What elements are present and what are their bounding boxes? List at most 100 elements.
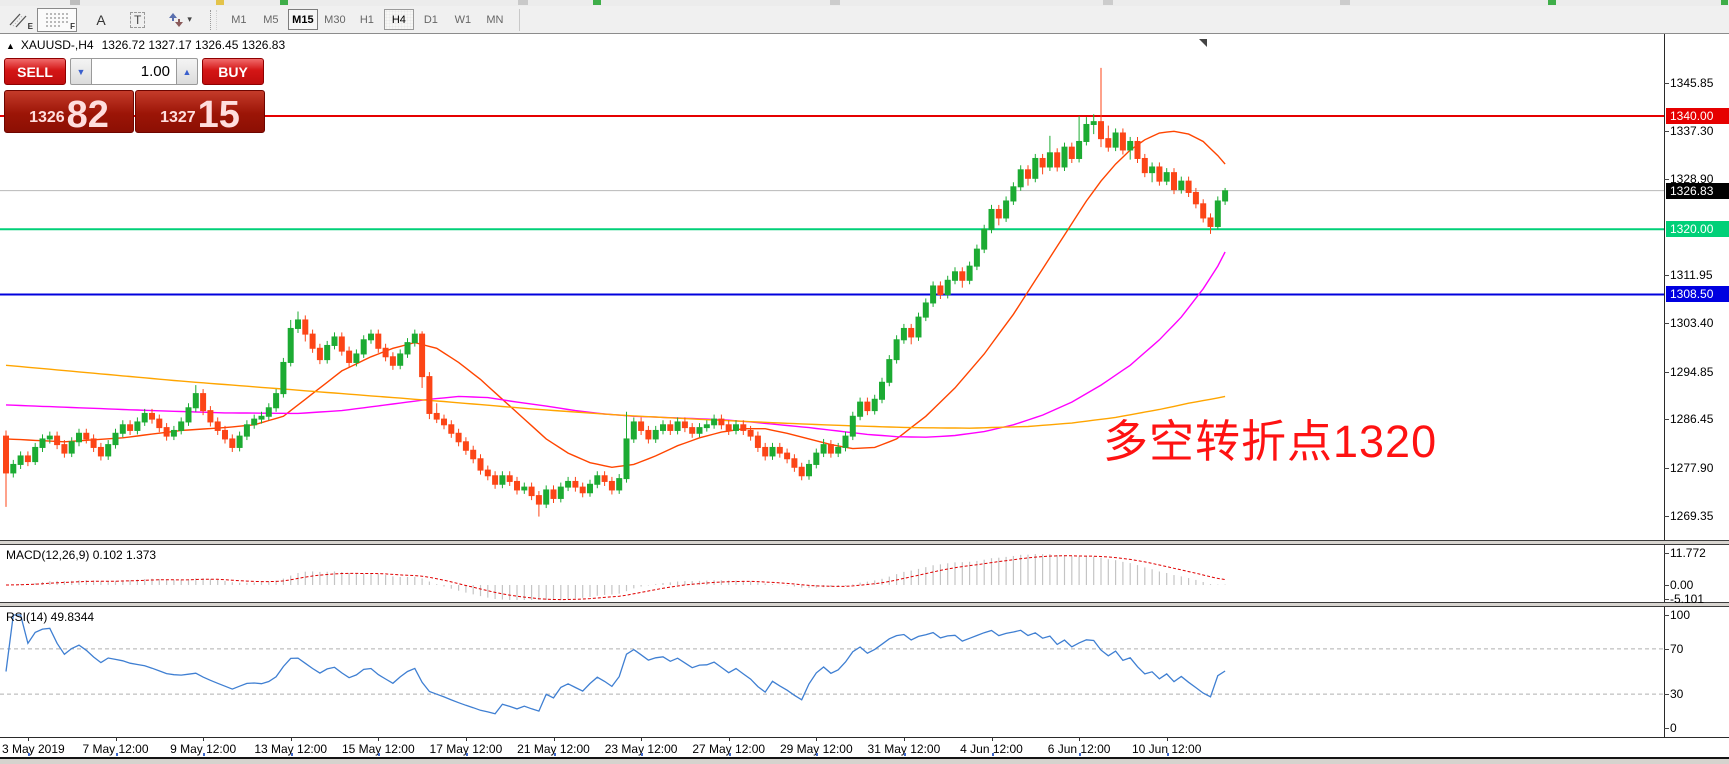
clipped-icon-fragment (830, 0, 840, 5)
axis-tick-mark (1664, 598, 1669, 600)
horizontal-line-objects[interactable] (0, 114, 1664, 296)
candle-body (492, 475, 499, 485)
candle-body (32, 446, 39, 463)
symbol-ohlc: 1326.72 1327.17 1326.45 1326.83 (101, 38, 286, 52)
sell-price-big: 82 (66, 93, 109, 136)
candle-body (477, 458, 484, 471)
time-label: 27 May 12:00 (692, 742, 766, 756)
axis-tick-mark (1664, 419, 1669, 421)
candle-body (163, 427, 170, 437)
timeframe-M1[interactable]: M1 (224, 9, 254, 30)
candle-body (1149, 166, 1156, 174)
equidistant-channel-icon (9, 13, 27, 27)
candle-body (185, 407, 192, 423)
axis-tick-mark (1664, 728, 1669, 729)
candle-body (295, 319, 301, 329)
candle-body (988, 208, 995, 230)
time-scale-marker (553, 753, 556, 756)
price-tick-1277.90: 1277.90 (1670, 460, 1714, 475)
timeframe-group: M1 M5 M15 M30 H1 H4 D1 W1 MN (223, 9, 511, 30)
one-click-trading-panel: SELL ▼ ▲ BUY 1326 82 1327 15 (2, 58, 266, 160)
sell-button[interactable]: SELL (4, 58, 66, 85)
toolbar-drag-handle[interactable] (209, 9, 217, 30)
candle-body (1010, 186, 1017, 202)
candle-body (1098, 121, 1104, 140)
axis-tick-mark (1664, 516, 1669, 518)
macd-axis--5.101: -5.101 (1670, 591, 1705, 606)
ma-fast-line (5, 130, 1226, 469)
candle-body (3, 435, 9, 474)
candle-body (908, 327, 915, 338)
timeframe-MN[interactable]: MN (480, 9, 510, 30)
axis-tick-mark (1664, 585, 1669, 586)
candle-body (937, 285, 944, 295)
candle-body (652, 429, 659, 440)
symbol-name: XAUUSD-,H4 (20, 38, 94, 52)
time-tick-mark (203, 737, 205, 741)
candle-body (995, 208, 1002, 219)
macd-indicator (5, 554, 1226, 601)
clipped-icon-fragment (1340, 0, 1350, 5)
macd-pane-separator[interactable] (0, 540, 1729, 545)
candle-body (360, 339, 367, 355)
buy-button[interactable]: BUY (202, 58, 264, 85)
rsi-axis-100: 100 (1670, 608, 1691, 622)
timeframe-M5[interactable]: M5 (256, 9, 286, 30)
candle-body (528, 486, 535, 497)
candle-body (608, 480, 615, 491)
timeframe-M30[interactable]: M30 (320, 9, 350, 30)
time-scale-marker (903, 753, 906, 756)
axis-tick-mark (1664, 648, 1669, 650)
candle-body (1200, 203, 1207, 219)
candle-body (944, 279, 951, 295)
candle-body (426, 376, 433, 414)
candle-body (572, 480, 579, 488)
candle-body (90, 438, 97, 448)
arrows-tool[interactable]: ▾ (161, 8, 199, 32)
chart-canvas (0, 67, 1664, 715)
timeframe-M15[interactable]: M15 (287, 9, 318, 30)
time-label: 3 May 2019 (2, 742, 65, 756)
candle-body (178, 421, 185, 431)
time-tick-mark (903, 737, 905, 741)
candle-body (200, 393, 207, 412)
time-scale-marker (991, 753, 994, 756)
candle-body (667, 424, 674, 431)
candle-body (1017, 169, 1024, 188)
equidistant-channel-tool[interactable]: E (1, 8, 35, 32)
candle-body (1039, 157, 1046, 168)
volume-input[interactable] (92, 58, 176, 85)
rsi-line (5, 614, 1226, 715)
candle-body (1068, 146, 1075, 159)
buy-price-tile[interactable]: 1327 15 (135, 90, 265, 134)
price-tick-1345.85: 1345.85 (1670, 75, 1714, 90)
candle-body (76, 432, 82, 443)
candle-body (784, 452, 791, 460)
clipped-icon-fragment (1548, 0, 1556, 5)
candle-body (1127, 140, 1134, 151)
candle-body (1025, 169, 1031, 179)
candle-body (54, 435, 61, 446)
sell-price-tile[interactable]: 1326 82 (4, 90, 134, 136)
volume-decrease-button[interactable]: ▼ (70, 58, 92, 85)
volume-increase-button[interactable]: ▲ (176, 58, 198, 85)
candle-body (601, 475, 608, 482)
stepper-down-icon: ▼ (76, 66, 86, 77)
timeframe-D1[interactable]: D1 (416, 9, 446, 30)
candle-body (1105, 138, 1112, 148)
tool-letter: F (70, 21, 75, 31)
timeframe-H4[interactable]: H4 (383, 9, 414, 30)
text-label-tool[interactable]: T (123, 8, 152, 32)
candle-body (871, 398, 878, 412)
timeframe-W1[interactable]: W1 (448, 9, 478, 30)
rsi-label: RSI(14) 49.8344 (6, 610, 95, 624)
fibonacci-lines-tool[interactable]: F (37, 7, 77, 32)
text-tool[interactable]: A (88, 8, 114, 32)
chart-window[interactable]: ▲ XAUUSD-,H4 1326.72 1327.17 1326.45 1326.… (0, 34, 1729, 757)
timeframe-H1[interactable]: H1 (352, 9, 382, 30)
time-tick-mark (378, 737, 380, 741)
rsi-pane-separator[interactable] (0, 602, 1729, 607)
price-tick-1337.30: 1337.30 (1670, 124, 1714, 139)
price-tick-1303.40: 1303.40 (1670, 316, 1714, 331)
